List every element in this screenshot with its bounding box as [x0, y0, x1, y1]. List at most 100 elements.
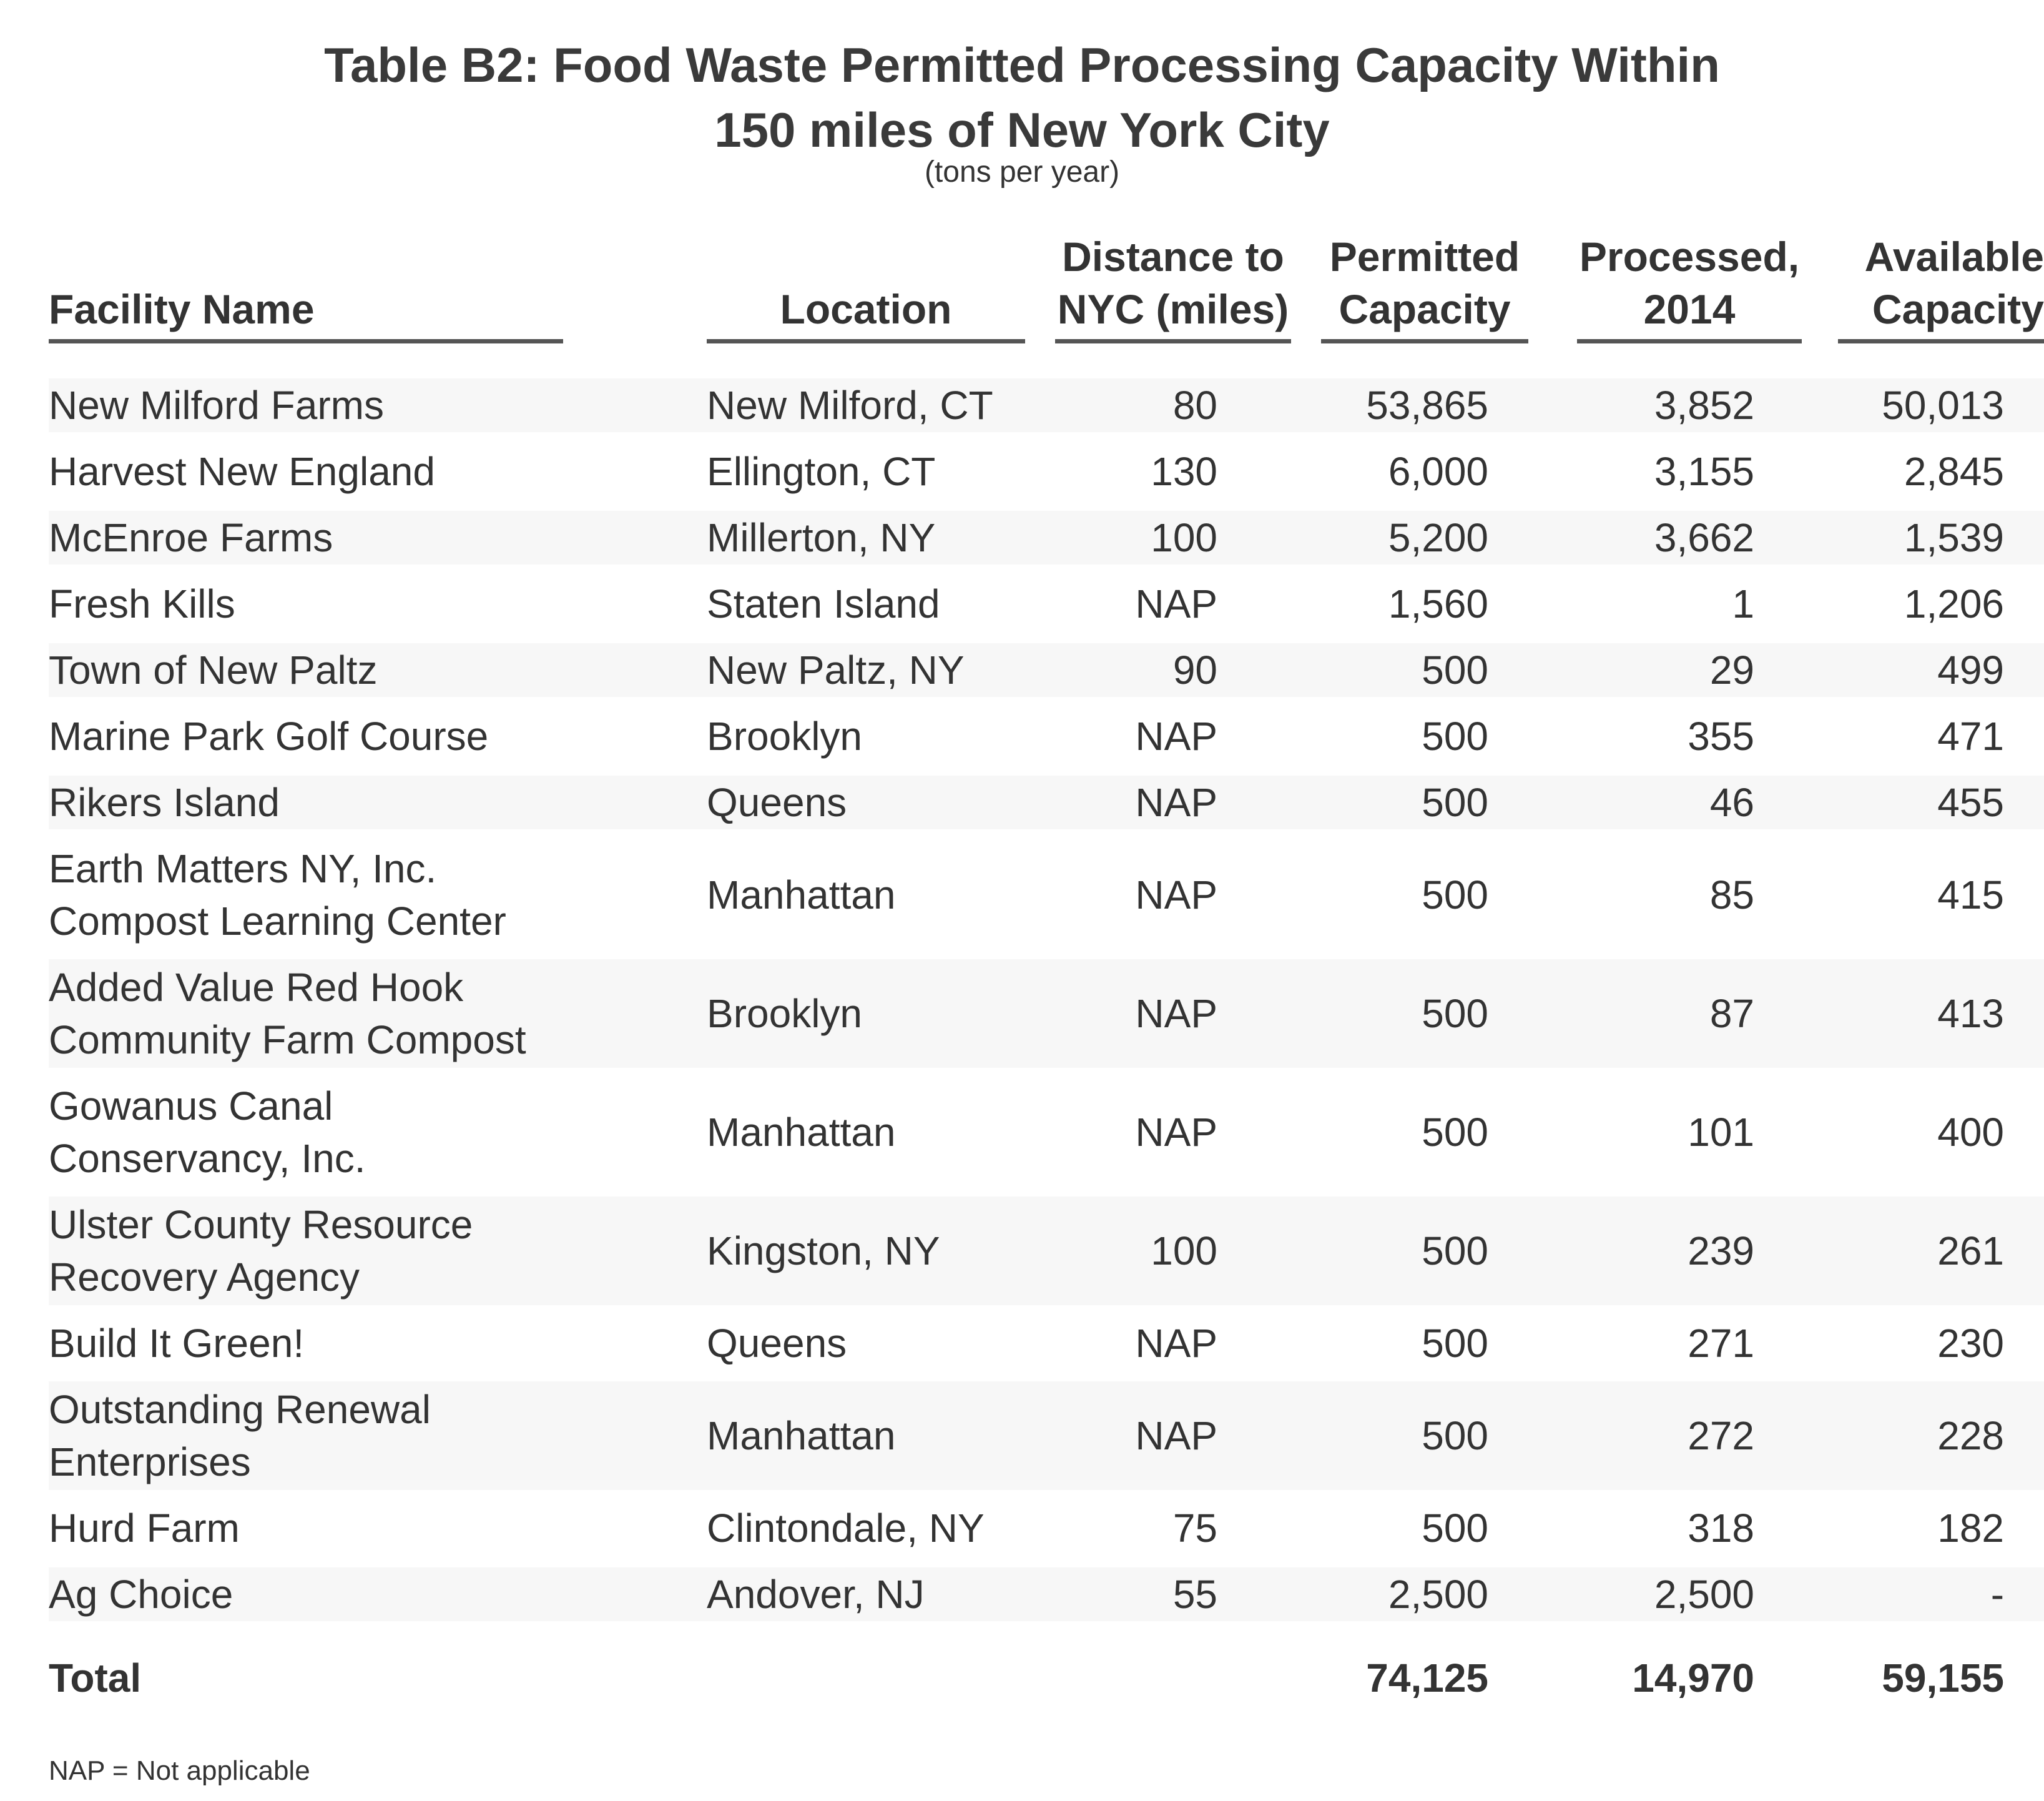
row-band	[49, 1197, 2044, 1305]
cell-distance: 75	[1172, 1506, 1217, 1551]
cell-distance: 130	[1151, 449, 1217, 494]
cell-facility-name: Town of New Paltz	[49, 648, 378, 693]
cell-processed: 2,500	[1654, 1572, 1754, 1617]
cell-available: 1,539	[1904, 515, 2004, 560]
cell-facility-name: Harvest New England	[49, 449, 435, 494]
header-permitted-line: Permitted	[1329, 234, 1520, 280]
header-facility: Facility Name	[49, 232, 563, 343]
row-band	[49, 959, 2044, 1068]
cell-permitted: 1,560	[1388, 581, 1488, 626]
cell-location: Brooklyn	[707, 714, 862, 759]
cell-processed: 271	[1688, 1321, 1754, 1366]
header-processed-line: Processed,	[1579, 234, 1800, 280]
title-line-1: Table B2: Food Waste Permitted Processin…	[324, 37, 1720, 92]
cell-facility-name: Community Farm Compost	[49, 1017, 526, 1062]
cell-permitted: 6,000	[1388, 449, 1488, 494]
cell-processed: 355	[1688, 714, 1754, 759]
cell-facility-name: McEnroe Farms	[49, 515, 333, 560]
header-available: Available Capacity	[1838, 232, 2044, 343]
cell-processed: 272	[1688, 1413, 1754, 1458]
cell-permitted: 500	[1422, 991, 1488, 1036]
cell-available: -	[1990, 1572, 2004, 1617]
cell-permitted: 500	[1422, 714, 1488, 759]
cell-distance: NAP	[1135, 1321, 1217, 1366]
cell-location: Queens	[707, 780, 847, 825]
cell-facility-name: Gowanus Canal	[49, 1083, 333, 1128]
cell-permitted: 2,500	[1388, 1572, 1488, 1617]
header-location-line: Location	[780, 286, 952, 332]
row-band	[49, 643, 2044, 697]
header-facility-line: Facility Name	[49, 286, 315, 332]
cell-facility-name: Recovery Agency	[49, 1255, 360, 1300]
cell-processed: 87	[1709, 991, 1754, 1036]
cell-facility-name: New Milford Farms	[49, 383, 384, 428]
cell-location: Ellington, CT	[707, 449, 936, 494]
table-title: Table B2: Food Waste Permitted Processin…	[0, 32, 2044, 162]
cell-location: Kingston, NY	[707, 1228, 940, 1273]
cell-processed: 101	[1688, 1110, 1754, 1155]
cell-permitted: 500	[1422, 648, 1488, 693]
cell-location: Manhattan	[707, 1413, 896, 1458]
cell-available: 261	[1937, 1228, 2004, 1273]
cell-facility-name: Hurd Farm	[49, 1506, 240, 1551]
cell-facility-name: Compost Learning Center	[49, 899, 506, 944]
cell-distance: NAP	[1135, 1110, 1217, 1155]
cell-processed: 14,970	[1632, 1655, 1754, 1700]
row-band	[49, 378, 2044, 432]
cell-distance: 100	[1151, 1228, 1217, 1273]
cell-available: 455	[1937, 780, 2004, 825]
header-location: Location	[707, 232, 1025, 343]
cell-available: 415	[1937, 872, 2004, 917]
cell-permitted: 53,865	[1366, 383, 1488, 428]
cell-location: Brooklyn	[707, 991, 862, 1036]
cell-processed: 239	[1688, 1228, 1754, 1273]
cell-facility-name: Outstanding Renewal	[49, 1387, 431, 1432]
cell-processed: 29	[1709, 648, 1754, 693]
cell-available: 499	[1937, 648, 2004, 693]
cell-available: 400	[1937, 1110, 2004, 1155]
table-subtitle: (tons per year)	[924, 155, 1120, 189]
cell-distance: NAP	[1135, 581, 1217, 626]
cell-permitted: 5,200	[1388, 515, 1488, 560]
cell-facility-name: Conservancy, Inc.	[49, 1136, 366, 1181]
cell-permitted: 500	[1422, 1228, 1488, 1273]
cell-distance: 90	[1172, 648, 1217, 693]
cell-permitted: 500	[1422, 780, 1488, 825]
header-distance-line: NYC (miles)	[1057, 286, 1289, 332]
cell-location: New Milford, CT	[707, 383, 993, 428]
cell-distance: NAP	[1135, 872, 1217, 917]
cell-available: 228	[1937, 1413, 2004, 1458]
header-processed: Processed, 2014	[1577, 232, 1802, 343]
cell-permitted: 500	[1422, 1110, 1488, 1155]
cell-location: New Paltz, NY	[707, 648, 965, 693]
cell-available: 230	[1937, 1321, 2004, 1366]
total-label: Total	[49, 1655, 142, 1700]
cell-permitted: 500	[1422, 1321, 1488, 1366]
cell-permitted: 74,125	[1366, 1655, 1488, 1700]
cell-location: Manhattan	[707, 872, 896, 917]
cell-facility-name: Rikers Island	[49, 780, 280, 825]
row-band	[49, 511, 2044, 565]
cell-facility-name: Ulster County Resource	[49, 1202, 473, 1247]
cell-distance: NAP	[1135, 780, 1217, 825]
cell-available: 1,206	[1904, 581, 2004, 626]
header-available-line: Capacity	[1872, 286, 2044, 332]
cell-facility-name: Fresh Kills	[49, 581, 235, 626]
cell-facility-name: Build It Green!	[49, 1321, 305, 1366]
cell-location: Queens	[707, 1321, 847, 1366]
cell-available: 471	[1937, 714, 2004, 759]
cell-facility-name: Ag Choice	[49, 1572, 233, 1617]
cell-distance: NAP	[1135, 714, 1217, 759]
cell-facility-name: Added Value Red Hook	[49, 965, 464, 1010]
cell-processed: 85	[1709, 872, 1754, 917]
cell-location: Clintondale, NY	[707, 1506, 985, 1551]
cell-processed: 3,852	[1654, 383, 1754, 428]
cell-permitted: 500	[1422, 1413, 1488, 1458]
row-band	[49, 1567, 2044, 1621]
row-band	[49, 776, 2044, 829]
cell-distance: 100	[1151, 515, 1217, 560]
cell-distance: NAP	[1135, 1413, 1217, 1458]
cell-processed: 3,662	[1654, 515, 1754, 560]
header-permitted-line: Capacity	[1339, 286, 1511, 332]
cell-available: 59,155	[1882, 1655, 2004, 1700]
